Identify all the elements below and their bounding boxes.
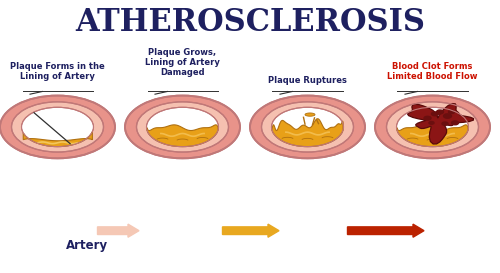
Text: Plaque Grows,
Lining of Artery
Damaged: Plaque Grows, Lining of Artery Damaged (145, 48, 220, 77)
Circle shape (272, 107, 344, 147)
Circle shape (452, 121, 458, 125)
Circle shape (444, 114, 452, 118)
Polygon shape (272, 119, 343, 147)
Circle shape (396, 107, 468, 147)
Circle shape (136, 102, 228, 152)
Text: ATHEROSCLEROSIS: ATHEROSCLEROSIS (75, 7, 425, 38)
Circle shape (262, 102, 354, 152)
Polygon shape (305, 113, 315, 116)
Circle shape (375, 96, 490, 158)
Circle shape (0, 96, 115, 158)
Circle shape (125, 96, 240, 158)
Text: Plaque Forms in the
Lining of Artery: Plaque Forms in the Lining of Artery (10, 62, 105, 81)
FancyArrow shape (348, 224, 424, 237)
Circle shape (448, 110, 454, 114)
Circle shape (429, 121, 434, 124)
Polygon shape (24, 132, 92, 147)
Circle shape (432, 112, 438, 116)
FancyArrow shape (222, 224, 279, 237)
Polygon shape (397, 125, 468, 147)
Circle shape (436, 110, 444, 114)
Text: Plaque Ruptures: Plaque Ruptures (268, 76, 347, 85)
Text: Blood Clot Forms
Limited Blood Flow: Blood Clot Forms Limited Blood Flow (387, 62, 478, 81)
Polygon shape (408, 103, 474, 144)
Circle shape (424, 116, 431, 120)
Circle shape (22, 107, 94, 147)
Polygon shape (147, 125, 218, 147)
Circle shape (386, 102, 478, 152)
Circle shape (250, 96, 365, 158)
Circle shape (12, 102, 104, 152)
Circle shape (442, 122, 448, 125)
Circle shape (146, 107, 218, 147)
Text: Artery: Artery (66, 239, 108, 252)
FancyArrow shape (98, 224, 139, 237)
